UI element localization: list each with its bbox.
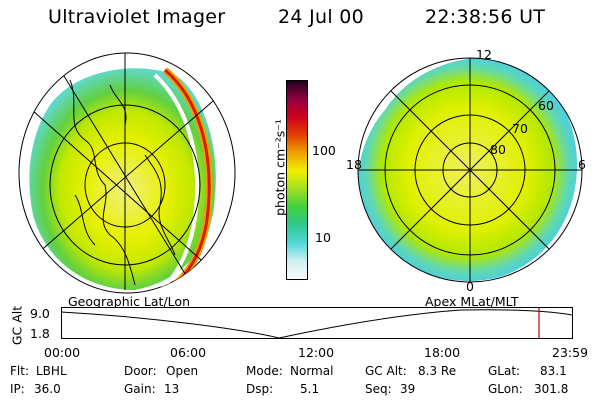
intensity-colorbar: [286, 80, 308, 280]
time-tick-1200: 12:00: [298, 345, 335, 360]
sequence-value: 39: [400, 382, 416, 396]
gain-value: 13: [164, 382, 180, 396]
image-date: 24 Jul 00: [278, 6, 365, 28]
ip-label: IP:: [10, 382, 25, 396]
time-tick-2359: 23:59: [552, 345, 589, 360]
mlt-label-18: 18: [346, 157, 362, 172]
door-value: Open: [166, 364, 199, 378]
mlt-label-6: 6: [578, 157, 586, 172]
mode-label: Mode:: [246, 364, 283, 378]
gc-altitude-label: GC Alt:: [365, 364, 407, 378]
mlt-label-12: 12: [476, 47, 492, 62]
door-label: Door:: [124, 364, 157, 378]
orbit-altitude-plot: [60, 307, 573, 339]
geo-latitude-value: 83.1: [540, 364, 567, 378]
mlt-label-0: 0: [466, 279, 474, 294]
altitude-axis-label: GC Alt: [9, 305, 25, 346]
geo-longitude-label: GLon:: [488, 382, 523, 396]
mlat-label-60: 60: [538, 98, 554, 113]
time-tick-0600: 06:00: [170, 345, 207, 360]
colorbar-tick-100: 100: [312, 143, 336, 158]
filter-label: Flt:: [10, 364, 29, 378]
altitude-max-label: 9.0: [30, 306, 50, 321]
gc-altitude-value: 8.3 Re: [418, 364, 457, 378]
right-panel-caption: Apex MLat/MLT: [425, 294, 519, 309]
geographic-auroral-image: [18, 52, 236, 294]
gain-label: Gain:: [124, 382, 156, 396]
mlat-label-70: 70: [512, 121, 528, 136]
magnetic-auroral-image: [357, 57, 583, 283]
filter-value: LBHL: [36, 364, 67, 378]
colorbar-unit-label: photon cm⁻²s⁻¹: [272, 119, 288, 216]
ip-value: 36.0: [34, 382, 61, 396]
left-panel-caption: Geographic Lat/Lon: [68, 294, 190, 309]
geo-latitude-label: GLat:: [488, 364, 521, 378]
mlat-label-80: 80: [490, 142, 506, 157]
time-tick-1800: 18:00: [424, 345, 461, 360]
dsp-value: 5.1: [300, 382, 320, 396]
dsp-label: Dsp:: [246, 382, 274, 396]
sequence-label: Seq:: [365, 382, 392, 396]
instrument-title: Ultraviolet Imager: [48, 6, 226, 28]
coastline-outline: [69, 79, 176, 286]
earth-limb: [18, 52, 236, 294]
altitude-curve: [60, 309, 573, 339]
mode-value: Normal: [290, 364, 334, 378]
time-tick-0000: 00:00: [44, 345, 81, 360]
image-time: 22:38:56 UT: [425, 6, 546, 28]
altitude-min-label: 1.8: [30, 326, 50, 341]
colorbar-tick-10: 10: [315, 230, 331, 245]
geo-longitude-value: 301.8: [534, 382, 569, 396]
